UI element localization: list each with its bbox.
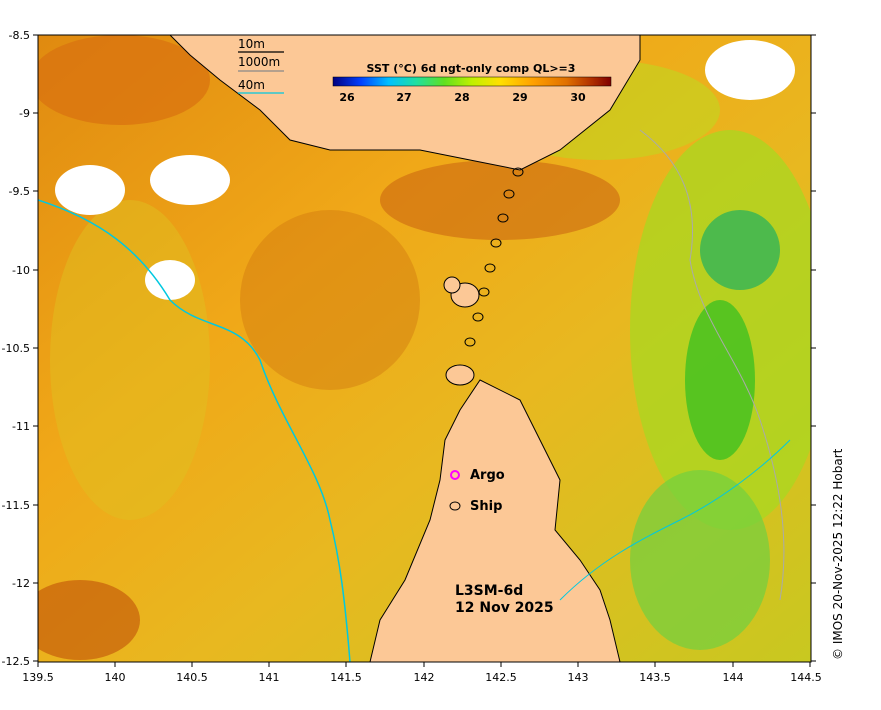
y-tick-label: -11 xyxy=(12,420,30,433)
y-tick-label: -9 xyxy=(19,107,30,120)
y-axis: -8.5 -9 -9.5 -10 -10.5 -11 -11.5 -12 -12… xyxy=(2,29,816,668)
argo-label: Argo xyxy=(470,468,505,483)
x-tick-label: 144 xyxy=(723,671,744,684)
product-date: 12 Nov 2025 xyxy=(455,600,554,616)
y-tick-label: -8.5 xyxy=(9,29,30,42)
y-tick-label: -12.5 xyxy=(2,655,30,668)
x-tick-label: 141.5 xyxy=(330,671,362,684)
x-tick-label: 142.5 xyxy=(485,671,517,684)
sst-field xyxy=(38,35,811,662)
x-tick-label: 141 xyxy=(259,671,280,684)
depth-legend-label: 10m xyxy=(238,37,265,51)
y-tick-label: -10.5 xyxy=(2,342,30,355)
colorbar-tick: 26 xyxy=(339,91,355,104)
depth-legend: 10m 1000m 40m xyxy=(238,37,284,94)
credit-text: © IMOS 20-Nov-2025 12:22 Hobart xyxy=(831,448,845,660)
product-name: L3SM-6d xyxy=(455,583,523,599)
x-axis: 139.5 140 140.5 141 141.5 142 142.5 143 … xyxy=(22,662,822,684)
colorbar-tick: 28 xyxy=(454,91,469,104)
y-tick-label: -9.5 xyxy=(9,185,30,198)
x-tick-label: 140.5 xyxy=(176,671,208,684)
depth-legend-label: 1000m xyxy=(238,55,280,69)
colorbar: SST (°C) 6d ngt-only comp QL>=3 26 27 28… xyxy=(332,62,612,104)
x-tick-label: 143 xyxy=(568,671,589,684)
x-tick-label: 139.5 xyxy=(22,671,54,684)
depth-legend-label: 40m xyxy=(238,78,265,92)
y-tick-label: -11.5 xyxy=(2,499,30,512)
y-tick-label: -12 xyxy=(12,577,30,590)
x-tick-label: 142 xyxy=(414,671,435,684)
colorbar-tick: 27 xyxy=(396,91,411,104)
marker-legend: Argo Ship xyxy=(449,468,505,514)
ship-marker-icon xyxy=(449,501,461,511)
ship-track xyxy=(464,167,524,347)
colorbar-ramp xyxy=(332,76,612,87)
y-tick-label: -10 xyxy=(12,264,30,277)
colorbar-tick: 29 xyxy=(512,91,527,104)
ship-label: Ship xyxy=(470,499,502,514)
x-tick-label: 143.5 xyxy=(639,671,671,684)
colorbar-title: SST (°C) 6d ngt-only comp QL>=3 xyxy=(367,62,576,75)
x-tick-label: 140 xyxy=(105,671,126,684)
product-label: L3SM-6d 12 Nov 2025 xyxy=(455,583,554,616)
x-tick-label: 144.5 xyxy=(790,671,822,684)
argo-marker-icon xyxy=(450,470,460,480)
colorbar-tick: 30 xyxy=(570,91,586,104)
